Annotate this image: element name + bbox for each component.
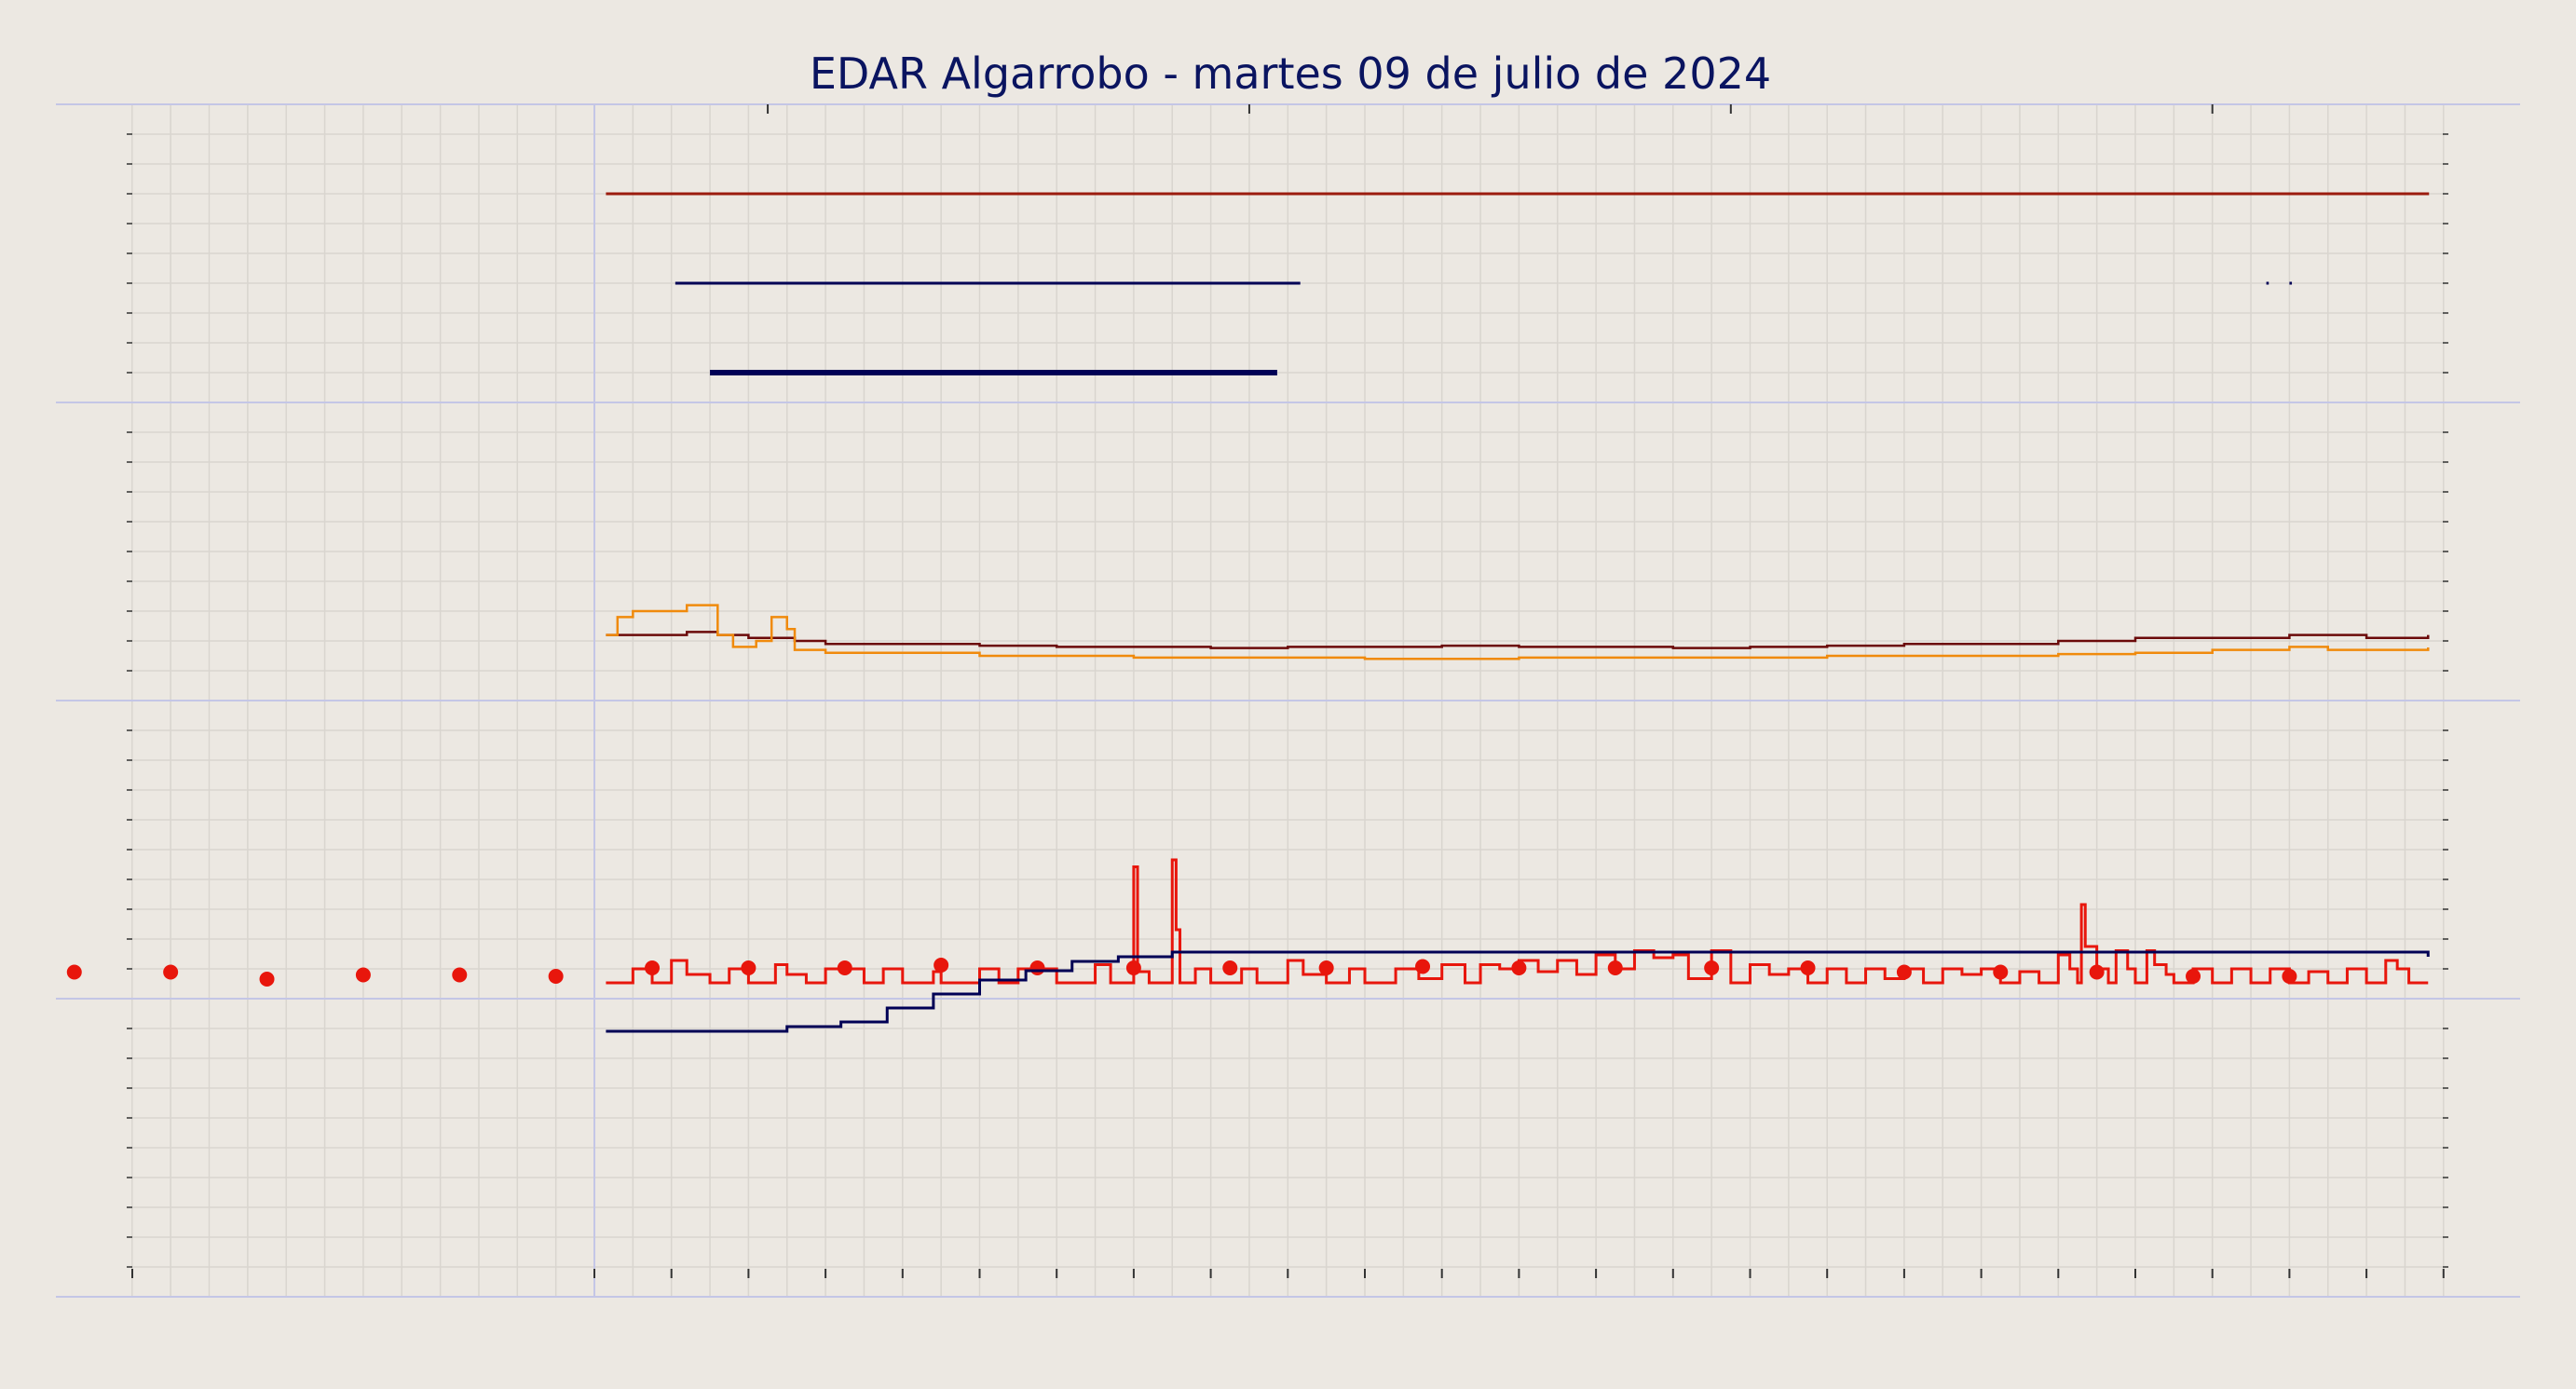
panels — [66, 192, 2430, 1033]
sludge-point — [1896, 964, 1912, 980]
sludge-point — [1029, 960, 1045, 975]
grid — [56, 103, 2520, 1298]
sludge-point — [1415, 959, 1431, 974]
sludge-point — [2089, 964, 2105, 980]
sludge-point — [2186, 969, 2201, 984]
sludge-point — [1704, 960, 1720, 975]
sludge-point — [452, 967, 468, 983]
sludge-point — [2282, 969, 2297, 984]
sludge-point — [741, 960, 756, 975]
sludge-point — [163, 964, 179, 980]
sludge-point — [645, 960, 661, 975]
silo-series-line — [606, 950, 2430, 1033]
sludge-point — [355, 967, 371, 983]
sludge-point — [1607, 960, 1623, 975]
sludge-point — [934, 958, 949, 973]
sludge-point — [259, 972, 275, 987]
ox-series-line — [606, 631, 2430, 649]
sludge-point — [1511, 960, 1527, 975]
x-axis — [131, 1269, 2445, 1278]
sludge-point — [1318, 960, 1334, 975]
sludge-point — [66, 964, 82, 980]
sludge-point — [1125, 960, 1141, 975]
sludge-point — [1222, 960, 1238, 975]
chart-title: EDAR Algarrobo - martes 09 de julio de 2… — [810, 48, 1771, 99]
ox-series-line — [606, 604, 2430, 660]
sludge-point — [837, 960, 852, 975]
sludge-point — [1993, 964, 2009, 980]
sludge-point — [548, 969, 564, 984]
sludge-point — [1800, 960, 1816, 975]
